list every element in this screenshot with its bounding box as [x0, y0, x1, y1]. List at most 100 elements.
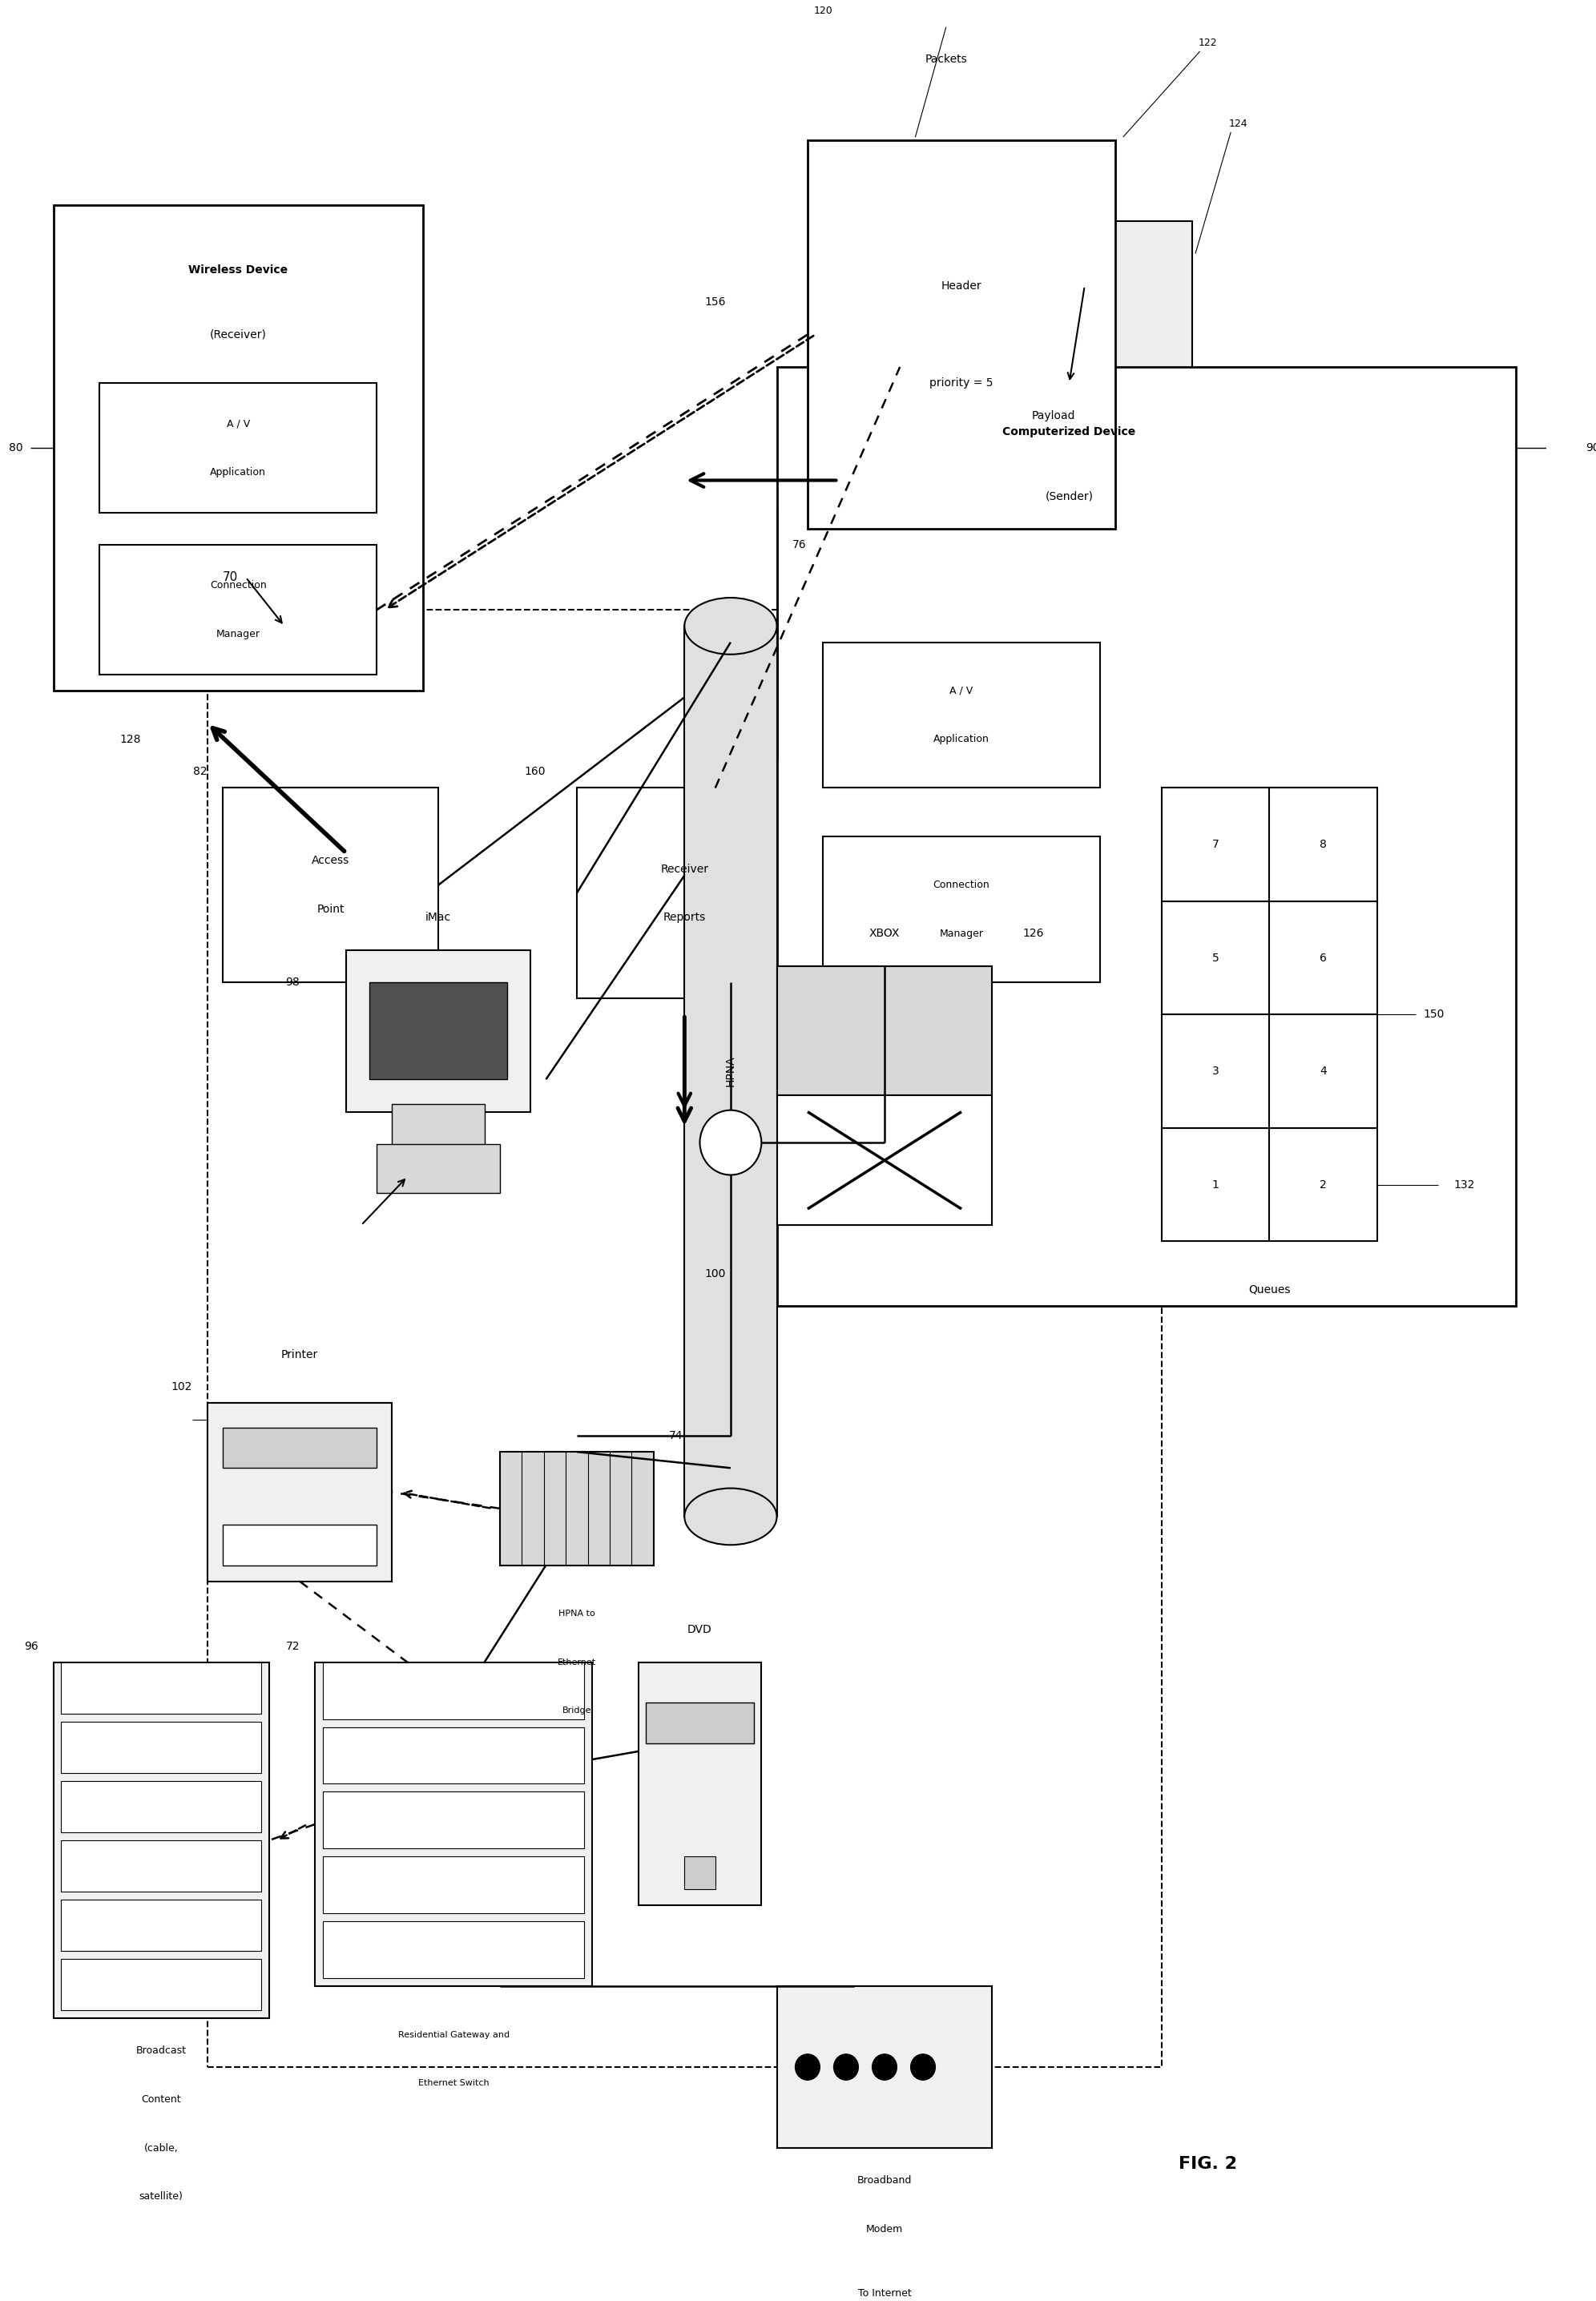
Text: 74: 74: [669, 1429, 683, 1440]
Text: 82: 82: [193, 766, 207, 778]
Bar: [61, 1721, 262, 1774]
Bar: [207, 1404, 393, 1581]
Text: Wireless Device: Wireless Device: [188, 265, 287, 276]
Text: 4: 4: [1320, 1065, 1326, 1077]
Text: Point: Point: [316, 904, 345, 916]
Text: Header: Header: [942, 281, 982, 292]
Bar: [646, 1703, 753, 1744]
Bar: [61, 1841, 262, 1891]
Bar: [54, 205, 423, 690]
Bar: [685, 1857, 715, 1889]
Bar: [500, 1452, 654, 1565]
Bar: [223, 1526, 377, 1565]
Bar: [1162, 1015, 1269, 1127]
Bar: [377, 1144, 500, 1192]
Bar: [223, 787, 439, 983]
Text: XBOX: XBOX: [870, 927, 900, 939]
Circle shape: [871, 2055, 897, 2080]
Text: Manager: Manager: [940, 930, 983, 939]
Text: Ethernet: Ethernet: [557, 1659, 595, 1666]
Bar: [322, 1661, 584, 1719]
Text: 128: 128: [120, 734, 140, 746]
Text: iMac: iMac: [426, 911, 452, 923]
Bar: [393, 1104, 485, 1153]
Bar: [346, 950, 530, 1111]
Text: (Sender): (Sender): [1045, 490, 1093, 502]
Ellipse shape: [685, 1489, 777, 1544]
Bar: [54, 1661, 270, 2018]
Text: Modem: Modem: [867, 2223, 903, 2234]
Text: 70: 70: [223, 571, 238, 584]
Bar: [576, 787, 792, 999]
Bar: [61, 1958, 262, 2011]
Text: Reports: Reports: [662, 911, 705, 923]
Text: satellite): satellite): [139, 2191, 184, 2202]
Bar: [314, 1661, 592, 1986]
Bar: [322, 1728, 584, 1783]
Text: To Internet: To Internet: [857, 2289, 911, 2299]
Text: Packets: Packets: [926, 53, 967, 64]
Text: 76: 76: [792, 538, 806, 550]
Bar: [1162, 902, 1269, 1015]
Bar: [369, 983, 508, 1079]
Text: 3: 3: [1211, 1065, 1219, 1077]
Text: Connection: Connection: [209, 580, 267, 591]
Text: Access: Access: [311, 856, 350, 867]
Bar: [777, 1986, 993, 2149]
Text: Computerized Device: Computerized Device: [1002, 426, 1136, 437]
Text: Residential Gateway and: Residential Gateway and: [397, 2032, 509, 2039]
Text: (cable,: (cable,: [144, 2142, 179, 2154]
Text: 72: 72: [286, 1641, 300, 1652]
Bar: [1269, 1127, 1377, 1240]
Text: 6: 6: [1320, 953, 1326, 964]
Bar: [1162, 787, 1269, 902]
Text: FIG. 2: FIG. 2: [1178, 2156, 1237, 2172]
Bar: [824, 642, 1100, 787]
Bar: [1269, 902, 1377, 1015]
Text: Receiver: Receiver: [661, 863, 709, 874]
Text: Broadcast: Broadcast: [136, 2046, 187, 2057]
Text: 160: 160: [525, 766, 546, 778]
Text: Application: Application: [211, 467, 267, 476]
Bar: [777, 966, 993, 1095]
Text: priority = 5: priority = 5: [929, 377, 993, 389]
Text: Printer: Printer: [281, 1348, 318, 1360]
Text: Payload: Payload: [1033, 410, 1076, 421]
Bar: [1162, 1127, 1269, 1240]
Circle shape: [795, 2055, 820, 2080]
Bar: [322, 1792, 584, 1848]
Bar: [99, 384, 377, 513]
Text: Manager: Manager: [215, 628, 260, 640]
Text: HPNA to: HPNA to: [559, 1611, 595, 1618]
Bar: [777, 366, 1516, 1307]
Text: HPNA: HPNA: [725, 1056, 736, 1086]
Text: (Receiver): (Receiver): [209, 329, 267, 341]
Text: 98: 98: [286, 976, 300, 987]
Text: Application: Application: [934, 734, 990, 746]
Text: 156: 156: [704, 297, 726, 308]
Text: Content: Content: [142, 2094, 180, 2105]
Text: Bridge: Bridge: [562, 1707, 592, 1714]
Ellipse shape: [685, 598, 777, 653]
Text: Queues: Queues: [1248, 1284, 1290, 1295]
Circle shape: [699, 1109, 761, 1176]
Bar: [777, 966, 993, 1224]
Text: 1: 1: [1211, 1178, 1219, 1190]
Text: 126: 126: [1023, 927, 1044, 939]
Bar: [685, 626, 777, 1516]
Bar: [1269, 1015, 1377, 1127]
Text: Broadband: Broadband: [857, 2174, 911, 2186]
Text: 96: 96: [24, 1641, 38, 1652]
Bar: [99, 545, 377, 674]
Text: DVD: DVD: [688, 1625, 712, 1636]
Text: 8: 8: [1320, 840, 1326, 851]
Text: 7: 7: [1211, 840, 1219, 851]
Text: 122: 122: [1199, 37, 1218, 48]
Text: 132: 132: [1454, 1178, 1475, 1190]
Bar: [322, 1857, 584, 1912]
Circle shape: [833, 2055, 859, 2080]
Bar: [223, 1427, 377, 1468]
Text: 80: 80: [8, 442, 22, 453]
Bar: [915, 221, 1192, 610]
Bar: [824, 838, 1100, 983]
